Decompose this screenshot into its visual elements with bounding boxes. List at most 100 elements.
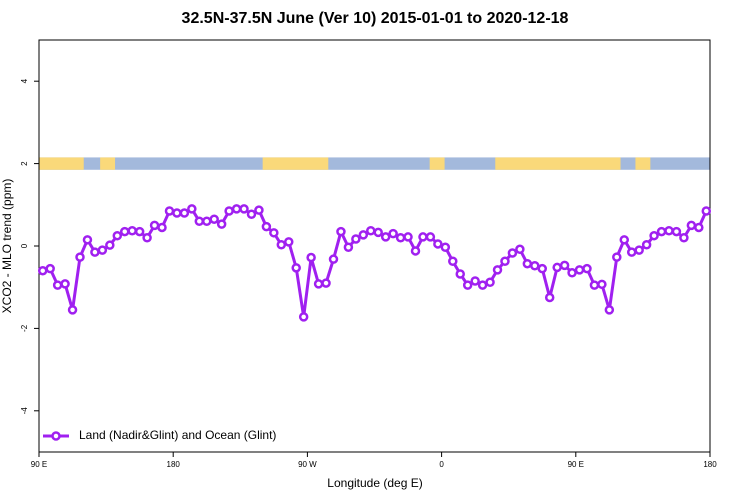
data-point [515,244,525,255]
data-point [380,232,391,242]
data-point [291,263,301,273]
data-point [90,247,100,257]
land-segment [262,157,329,170]
data-point [343,242,354,252]
data-point [589,280,600,290]
data-point [52,280,63,290]
data-point [60,279,70,289]
y-tick-label: -4 [20,407,29,415]
y-tick-label: 4 [20,78,29,83]
land-segment [100,157,116,170]
data-point [425,232,436,242]
data-point [612,252,622,262]
data-point [448,256,458,266]
legend-marker [51,431,61,441]
data-point [537,263,547,274]
data-point [619,235,630,245]
data-point [544,292,555,303]
x-tick-label: 180 [167,460,181,469]
data-point [261,221,272,232]
data-point [582,263,592,274]
series-line [42,206,708,318]
data-point [373,227,383,238]
data-point [567,268,577,278]
data-point [75,252,85,262]
land-segment [635,157,651,170]
data-point [701,206,712,216]
data-point [284,237,294,247]
data-point [321,278,331,288]
data-point [224,206,234,216]
data-point [328,254,339,264]
data-point [679,233,689,243]
data-point [134,226,145,237]
data-point [530,261,540,271]
data-point [209,214,219,224]
data-point [366,226,376,236]
data-point [462,280,473,290]
data-point [559,260,570,271]
x-axis-label: Longitude (deg E) [327,476,422,490]
data-point [649,230,659,241]
plot-frame [38,39,711,453]
data-point [97,245,108,255]
data-point [664,226,674,236]
data-point [336,226,346,237]
data-point [485,277,495,288]
data-point [127,226,137,236]
data-point [298,312,309,322]
data-point [574,265,585,275]
data-point [119,226,130,237]
data-point [216,219,227,229]
data-point [440,242,451,252]
data-point [187,204,197,214]
data-point [231,204,242,214]
land-segment [429,157,445,170]
data-point [492,265,503,275]
chart-title: 32.5N-37.5N June (Ver 10) 2015-01-01 to … [182,10,569,27]
land-segment [495,157,621,170]
data-point [656,226,667,237]
data-point [477,280,488,290]
data-point [149,220,160,231]
data-point [239,204,249,214]
y-tick-label: 0 [20,243,29,248]
data-point [37,265,48,276]
data-point [313,279,324,289]
data-point [179,208,190,218]
data-point [395,233,406,243]
data-point [686,220,697,231]
data-point [142,233,152,243]
x-tick-label: 0 [439,460,444,469]
data-point [671,226,682,237]
data-point [410,246,421,256]
data-point [246,209,257,220]
data-point [418,232,428,242]
data-point [694,222,704,233]
data-point [358,230,369,240]
data-point [522,258,533,269]
data-point [403,232,413,242]
x-tick-label: 180 [703,460,717,469]
data-point [351,234,361,244]
data-point [276,240,287,250]
data-point [470,276,480,286]
data-point [597,279,607,290]
data-point [552,262,562,273]
data-point [507,248,518,258]
data-point [433,239,443,249]
data-point [306,252,316,263]
data-point [641,240,652,250]
data-point [194,216,205,227]
data-point [172,208,182,218]
data-point [45,263,55,274]
data-point [254,205,264,215]
data-point [67,305,78,315]
x-tick-label: 90 E [31,460,47,469]
y-tick-label: 2 [20,161,29,166]
data-point [455,269,465,279]
data-point [634,245,644,255]
y-axis-label: XCO2 - MLO trend (ppm) [0,179,14,314]
